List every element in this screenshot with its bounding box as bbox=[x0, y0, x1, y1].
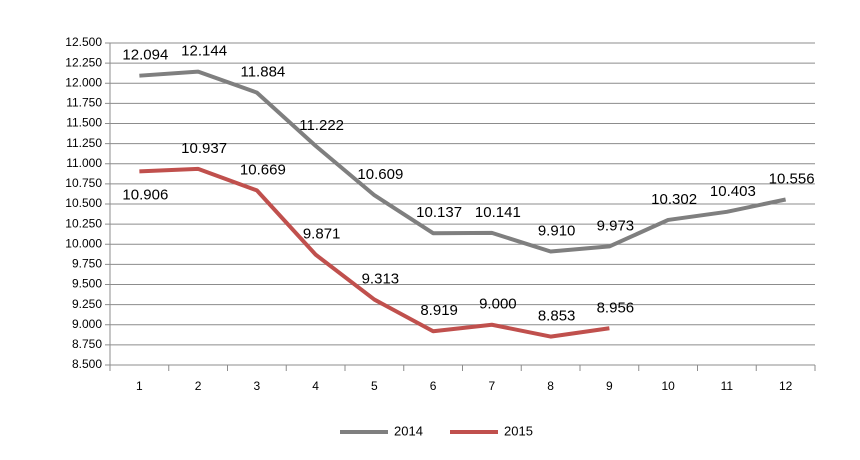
data-label: 9.910 bbox=[538, 222, 576, 239]
data-label: 8.853 bbox=[538, 308, 576, 325]
x-tick-label: 12 bbox=[779, 379, 793, 393]
x-tick-label: 8 bbox=[547, 379, 554, 393]
y-tick-label: 11.750 bbox=[66, 96, 102, 110]
data-label: 9.973 bbox=[597, 217, 635, 234]
data-label: 10.609 bbox=[357, 166, 403, 183]
y-tick-label: 9.750 bbox=[72, 257, 102, 271]
data-label: 10.669 bbox=[240, 161, 286, 178]
y-tick-label: 12.250 bbox=[65, 55, 102, 69]
data-label: 12.144 bbox=[181, 43, 227, 60]
x-tick-label: 7 bbox=[489, 379, 496, 393]
y-tick-label: 9.000 bbox=[72, 317, 102, 331]
y-tick-label: 9.250 bbox=[72, 297, 102, 311]
data-label: 12.094 bbox=[122, 47, 168, 64]
legend-label: 2014 bbox=[394, 423, 423, 438]
x-tick-label: 9 bbox=[606, 379, 613, 393]
data-label: 11.884 bbox=[240, 64, 285, 81]
y-tick-label: 9.500 bbox=[72, 277, 102, 291]
y-tick-label: 8.750 bbox=[72, 337, 102, 351]
x-tick-label: 11 bbox=[721, 379, 734, 393]
data-label: 9.000 bbox=[479, 296, 517, 313]
data-label: 10.141 bbox=[475, 204, 521, 221]
data-label: 9.871 bbox=[303, 226, 341, 243]
y-tick-label: 10.500 bbox=[65, 196, 102, 210]
x-tick-label: 1 bbox=[136, 379, 143, 393]
y-tick-label: 11.500 bbox=[66, 116, 102, 130]
x-tick-label: 6 bbox=[430, 379, 437, 393]
data-label: 10.137 bbox=[416, 204, 462, 221]
y-tick-label: 10.000 bbox=[65, 236, 102, 250]
x-tick-label: 2 bbox=[195, 379, 202, 393]
y-tick-label: 12.000 bbox=[65, 75, 102, 89]
data-label: 10.937 bbox=[181, 140, 227, 157]
y-tick-label: 8.500 bbox=[72, 357, 102, 371]
data-label: 8.919 bbox=[420, 302, 458, 319]
series-line bbox=[139, 69, 787, 254]
data-label: 10.302 bbox=[651, 191, 697, 208]
y-tick-label: 12.500 bbox=[65, 35, 102, 49]
legend-label: 2015 bbox=[504, 423, 533, 438]
data-label: 10.556 bbox=[769, 170, 815, 187]
x-tick-label: 10 bbox=[661, 379, 675, 393]
data-label: 10.403 bbox=[710, 183, 756, 200]
data-label: 8.956 bbox=[597, 299, 635, 316]
x-tick-label: 3 bbox=[254, 379, 261, 393]
data-label: 10.906 bbox=[122, 186, 168, 203]
data-label: 9.313 bbox=[362, 271, 400, 288]
y-tick-label: 11.250 bbox=[66, 136, 102, 150]
series-line bbox=[139, 166, 610, 339]
data-label: 11.222 bbox=[299, 117, 344, 134]
y-tick-label: 10.250 bbox=[65, 216, 102, 230]
x-tick-label: 4 bbox=[312, 379, 319, 393]
y-tick-label: 10.750 bbox=[65, 176, 102, 190]
x-tick-label: 5 bbox=[371, 379, 378, 393]
y-tick-label: 11.000 bbox=[66, 156, 102, 170]
